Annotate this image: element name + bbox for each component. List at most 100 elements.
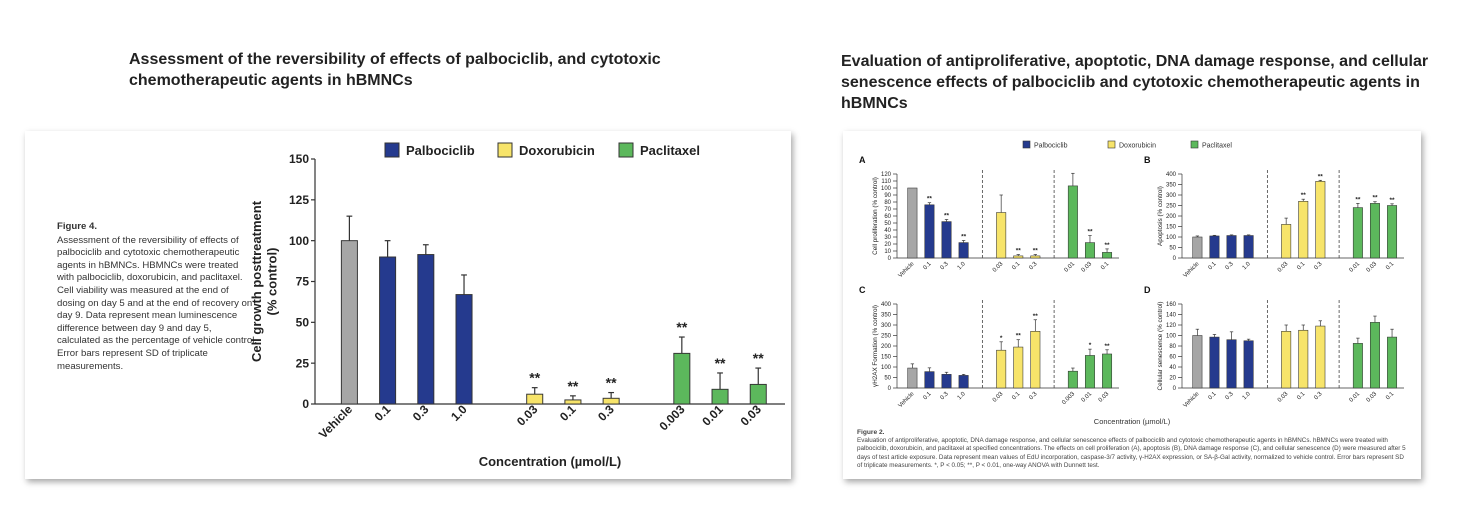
y-tick-label: 100: [881, 365, 892, 371]
bar-doxorubicin: [1030, 255, 1041, 259]
x-tick-label: 0.1: [923, 261, 934, 272]
significance-marker: **: [676, 319, 687, 335]
significance-marker: **: [1301, 192, 1307, 199]
significance-marker: **: [1355, 196, 1361, 203]
y-tick-label: 125: [289, 193, 309, 207]
bar-doxorubicin: [1013, 346, 1024, 389]
right-caption-label: Figure 2.: [857, 429, 885, 436]
y-tick-label: 0: [1173, 386, 1177, 392]
right-legend-label-doxorubicin: Doxorubicin: [1119, 143, 1156, 150]
x-tick-label: Vehicle: [1183, 261, 1201, 279]
y-tick-label: 60: [1169, 355, 1176, 361]
x-tick-label: 0.03: [1277, 261, 1290, 274]
chart-panel-c: 0 50 100 150 200 250 300 350 400 Vehicle 0.1 0.3 1.0…: [859, 285, 1119, 409]
x-tick-label: 0.3: [1313, 391, 1324, 402]
bar-palbociclib: [941, 221, 952, 259]
y-tick-label: 140: [1166, 313, 1177, 319]
bar-palbociclib: [1209, 235, 1220, 259]
y-tick-label: 20: [1169, 376, 1176, 382]
x-tick-label: 0.01: [1064, 261, 1077, 274]
y-tick-label: 20: [884, 242, 891, 248]
right-legend-swatch-paclitaxel: [1190, 140, 1199, 149]
right-legend: Palbociclib Doxorubicin Paclitaxel: [1022, 140, 1232, 150]
y-tick-label: 200: [1166, 214, 1177, 220]
x-tick-label: 1.0: [1242, 391, 1253, 402]
legend-label-doxorubicin: Doxorubicin: [519, 143, 595, 158]
right-legend-label-paclitaxel: Paclitaxel: [1202, 143, 1232, 150]
y-tick-label: 300: [1166, 193, 1177, 199]
x-tick-label: 0.3: [1225, 261, 1236, 272]
left-caption-text: Assessment of the reversibility of effec…: [57, 234, 257, 372]
significance-marker: **: [529, 370, 540, 386]
left-figure-panel: Figure 4. Assessment of the reversibilit…: [25, 131, 791, 479]
significance-marker: **: [927, 196, 933, 203]
y-tick-label: 200: [881, 344, 892, 350]
bar-vehicle: [907, 367, 918, 389]
bar-palbociclib: [1243, 340, 1254, 389]
y-axis-label: Cellular senescence (% control): [1157, 302, 1164, 391]
x-tick-label: 0.3: [1028, 261, 1039, 272]
y-tick-label: 40: [884, 228, 891, 234]
legend-swatch-doxorubicin: [497, 142, 513, 158]
x-tick-label: 1.0: [957, 261, 968, 272]
right-legend-swatch-palbociclib: [1022, 140, 1031, 149]
bar-palbociclib: [924, 204, 935, 259]
bar-vehicle: [1192, 236, 1203, 259]
bar-paclitaxel: [1084, 242, 1095, 259]
bar-paclitaxel: [1102, 252, 1113, 259]
x-tick-label: 0.01: [1081, 391, 1094, 404]
right-legend-label-palbociclib: Palbociclib: [1034, 143, 1068, 150]
y-tick-label: 120: [881, 172, 892, 178]
panel-letter: D: [1144, 285, 1151, 295]
bar-palbociclib: [379, 256, 397, 405]
significance-marker: **: [1033, 313, 1039, 320]
chart-panel-b: 0 50 100 150 200 250 300 350 400 Vehicle 0.1 0.3 1.0…: [1144, 155, 1404, 279]
y-tick-label: 10: [884, 249, 891, 255]
x-tick-label: 0.03: [1098, 391, 1111, 404]
x-tick-label: Vehicle: [898, 261, 916, 279]
y-tick-label: 350: [881, 313, 892, 319]
y-tick-label: 250: [1166, 204, 1177, 210]
x-tick-label: 1.0: [448, 402, 470, 424]
left-figure-title: Assessment of the reversibility of effec…: [129, 51, 661, 89]
x-tick-label: 0.1: [923, 391, 934, 402]
y-tick-label: 60: [884, 214, 891, 220]
x-tick-label: 0.1: [1296, 391, 1307, 402]
bar-vehicle: [907, 187, 918, 259]
x-tick-label: 0.1: [1385, 391, 1396, 402]
right-figure-panel: Palbociclib Doxorubicin Paclitaxel 0 10 20 30…: [843, 131, 1421, 479]
x-tick-label: 0.01: [699, 402, 726, 429]
panel-letter: A: [859, 155, 866, 165]
x-tick-label: 0.003: [1061, 391, 1076, 406]
bar-paclitaxel: [1369, 322, 1380, 389]
x-tick-label: 0.3: [410, 402, 432, 424]
bar-paclitaxel: [673, 352, 691, 405]
x-tick-label: 0.01: [1349, 261, 1362, 274]
significance-marker: **: [1033, 248, 1039, 255]
right-caption-text: Evaluation of antiproliferative, apoptot…: [857, 437, 1406, 469]
y-tick-label: 0: [888, 256, 892, 262]
bar-doxorubicin: [1281, 331, 1292, 389]
legend-label-paclitaxel: Paclitaxel: [640, 143, 700, 158]
main-bar-chart: Palbociclib Doxorubicin Paclitaxel 0 25 50 75 1…: [249, 142, 785, 469]
bar-palbociclib: [1226, 235, 1237, 259]
bar-palbociclib: [1243, 235, 1254, 259]
x-tick-label: 0.1: [1385, 261, 1396, 272]
significance-marker: **: [715, 355, 726, 371]
y-tick-label: 40: [1169, 365, 1176, 371]
significance-marker: **: [1105, 343, 1111, 350]
y-tick-label: 150: [1166, 225, 1177, 231]
bar-doxorubicin: [1315, 181, 1326, 259]
y-tick-label: 100: [881, 186, 892, 192]
significance-marker: **: [1390, 197, 1396, 204]
x-tick-label: 0.3: [940, 391, 951, 402]
x-tick-label: 1.0: [1242, 261, 1253, 272]
x-tick-label: 0.1: [372, 402, 394, 424]
x-tick-label: 0.1: [1011, 391, 1022, 402]
y-tick-label: 0: [888, 386, 892, 392]
x-tick-label: 0.1: [1296, 261, 1307, 272]
bar-paclitaxel: [1067, 185, 1078, 259]
y-axis-label: Cell growth posttreatment: [249, 200, 264, 362]
x-tick-label: 0.03: [1366, 261, 1379, 274]
x-tick-label: 0.1: [1011, 261, 1022, 272]
